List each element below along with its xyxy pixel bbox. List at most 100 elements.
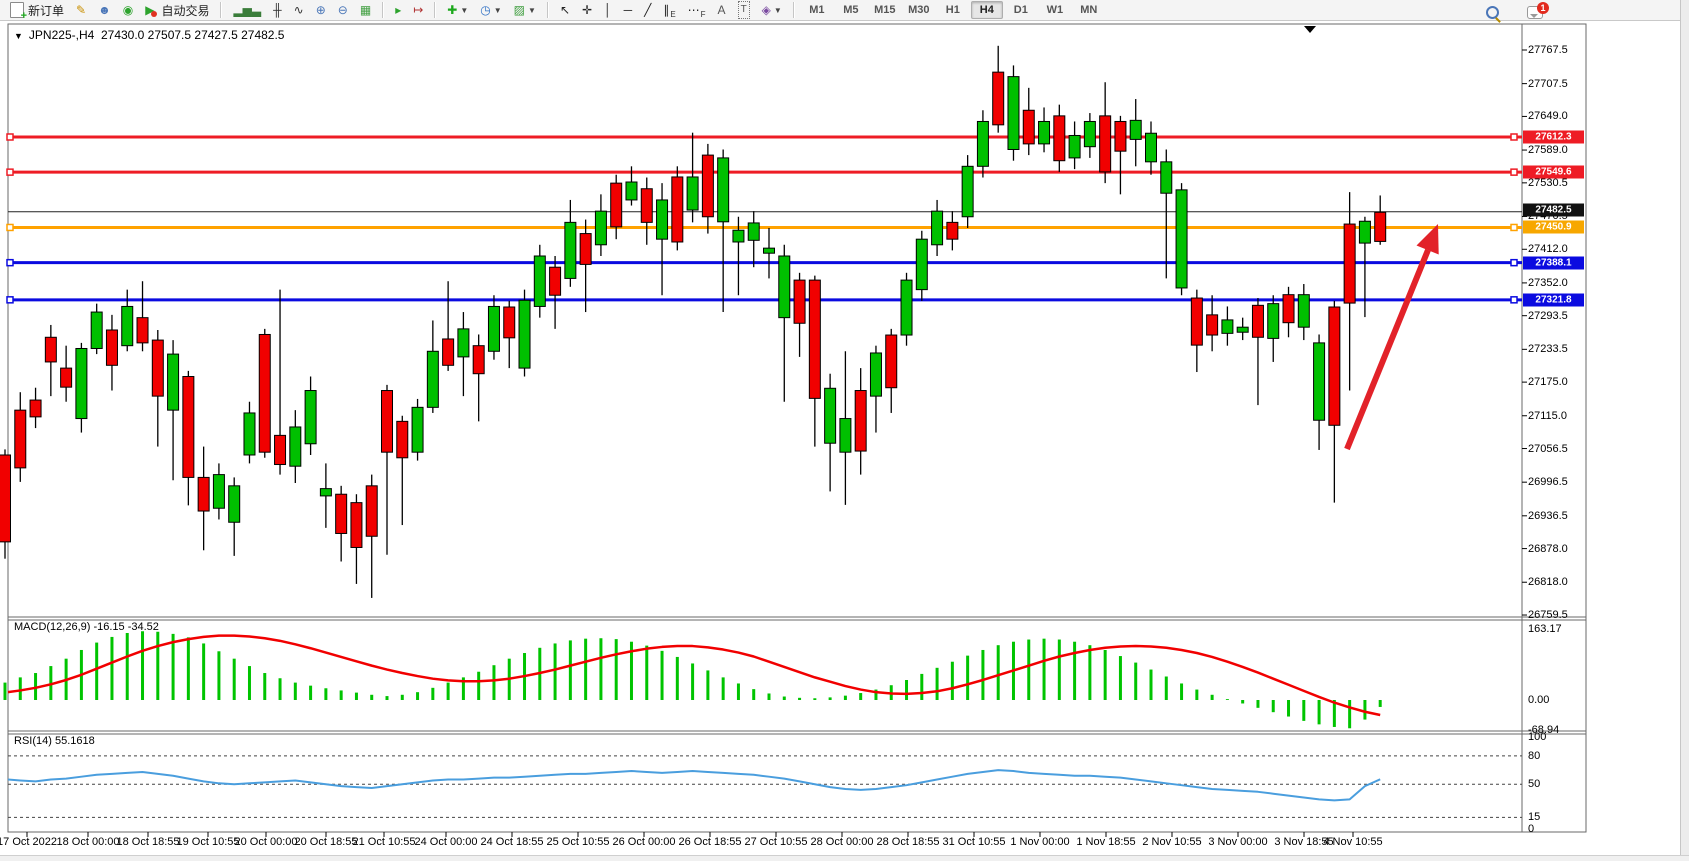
timeframe-h4-button[interactable]: H4 [970, 1, 1003, 19]
price-tag-27612.3[interactable]: 27612.3 [1523, 130, 1584, 144]
hline-handle[interactable] [6, 133, 14, 141]
hline-handle[interactable] [6, 223, 14, 232]
text-button[interactable]: A [713, 0, 731, 20]
equidistant-channel-button[interactable]: ∥ E [658, 0, 680, 20]
candle [1358, 220, 1371, 244]
timeframe-m1-button[interactable]: M1 [809, 4, 825, 16]
candle [1267, 303, 1280, 339]
fibonacci-button[interactable]: ⋯ F [683, 0, 711, 20]
hline-handle[interactable] [1510, 133, 1518, 141]
line-chart-button[interactable]: ∿ [289, 0, 309, 20]
horizontal-line-button[interactable]: ─ [619, 0, 638, 20]
price-axis-label: 27530.5 [1528, 176, 1568, 189]
pencil-button[interactable]: ✎ [71, 0, 91, 20]
new-order-button[interactable]: + 新订单 [5, 0, 69, 22]
price-tag-27388.1[interactable]: 27388.1 [1523, 256, 1584, 270]
date-label: 26 Oct 00:00 [612, 836, 676, 848]
arrow-head[interactable] [1416, 224, 1439, 255]
candle [656, 199, 669, 240]
zoom-in-icon: ⊕ [315, 3, 326, 17]
timeframe-m15-button[interactable]: M15 [874, 4, 896, 16]
candle [1221, 319, 1234, 334]
bar-chart-icon: ▂▅▃ [233, 3, 262, 17]
price-tag-27450.9[interactable]: 27450.9 [1523, 220, 1584, 234]
tile-windows-button[interactable]: ▦ [355, 0, 376, 20]
toolbar-right: 1 [1480, 1, 1549, 23]
candle [946, 221, 959, 240]
text-label-button[interactable]: T [733, 0, 755, 20]
zoom-in-button[interactable]: ⊕ [311, 0, 331, 20]
price-axis-label: 27175.0 [1528, 376, 1568, 389]
candle [976, 120, 989, 167]
auto-trading-button[interactable]: ▶ 自动交易 [140, 0, 214, 20]
vertical-line-button[interactable]: │ [599, 0, 617, 20]
price-tag-27321.8[interactable]: 27321.8 [1523, 293, 1584, 307]
zoom-out-button[interactable]: ⊖ [333, 0, 353, 20]
chart-menu-arrow-icon[interactable]: ▼ [14, 31, 23, 41]
horizontal-lines-layer [6, 133, 1522, 304]
candle [426, 350, 439, 408]
chart-shift-button[interactable]: ↦ [408, 0, 428, 20]
crosshair-button[interactable]: ✛ [577, 0, 597, 20]
candle [319, 488, 332, 497]
hline-handle[interactable] [6, 296, 14, 304]
date-label: 26 Oct 18:55 [678, 836, 742, 848]
auto-scroll-button[interactable]: ▸ [390, 0, 406, 20]
price-tag-27549.6[interactable]: 27549.6 [1523, 165, 1584, 179]
price-axis-label: 27352.0 [1528, 276, 1568, 289]
date-label: 28 Oct 00:00 [810, 836, 874, 848]
timeframe-d1-button[interactable]: D1 [1013, 4, 1028, 16]
price-tag-27482.5[interactable]: 27482.5 [1523, 203, 1584, 217]
signals-icon: ◉ [122, 3, 134, 17]
candle [105, 329, 118, 366]
hline-handle[interactable] [1510, 223, 1518, 232]
candlestick-chart-button[interactable]: ╫ [268, 0, 287, 20]
timeframe-h1-button[interactable]: H1 [945, 4, 960, 16]
notifications-button[interactable]: 1 [1506, 1, 1549, 22]
candle [1068, 134, 1081, 159]
chevron-down-icon: ▼ [773, 5, 782, 15]
periods-button[interactable]: ◷ ▼ [475, 0, 506, 20]
bar-chart-button[interactable]: ▂▅▃ [228, 0, 266, 20]
candle [151, 339, 164, 397]
candle [931, 210, 944, 246]
candle [1022, 109, 1035, 145]
hline-handle[interactable] [1510, 168, 1518, 176]
search-button[interactable] [1481, 2, 1504, 23]
rsi-axis-label: 80 [1528, 749, 1541, 762]
tile-windows-icon: ▦ [359, 3, 372, 17]
cursor-button[interactable]: ↖ [555, 0, 575, 20]
candle [869, 352, 882, 397]
templates-button[interactable]: ▨ ▼ [509, 0, 541, 20]
arrows-button[interactable]: ◈ ▼ [757, 0, 787, 20]
notification-badge: 1 [1537, 1, 1549, 14]
timeframe-mn-button[interactable]: MN [1080, 4, 1098, 16]
hline-handle[interactable] [6, 168, 14, 176]
candle [900, 279, 913, 336]
hline-handle[interactable] [6, 258, 14, 267]
expert-advisor-button[interactable]: ☻ [93, 0, 116, 20]
signals-button[interactable]: ◉ [118, 0, 138, 20]
candle [1343, 223, 1356, 304]
trendline-button[interactable]: ╱ [639, 0, 656, 20]
rsi-pane [7, 755, 1522, 818]
periods-icon: ◷ [480, 3, 491, 17]
hline-handle[interactable] [1510, 296, 1518, 304]
candle [121, 305, 134, 347]
arrow-shaft[interactable] [1344, 248, 1431, 451]
candle [396, 420, 409, 459]
hline-handle[interactable] [1510, 258, 1518, 267]
candle [243, 412, 256, 456]
candle [1160, 161, 1173, 194]
indicators-button[interactable]: ✚ ▼ [442, 0, 473, 20]
candle [274, 434, 287, 466]
candle [625, 181, 638, 201]
timeframe-w1-button[interactable]: W1 [1046, 4, 1064, 16]
candle [457, 328, 470, 358]
timeframe-m5-button[interactable]: M5 [843, 4, 859, 16]
chart-shift-marker-icon[interactable] [1304, 26, 1316, 33]
candle [701, 154, 714, 218]
timeframe-m30-button[interactable]: M30 [908, 4, 930, 16]
